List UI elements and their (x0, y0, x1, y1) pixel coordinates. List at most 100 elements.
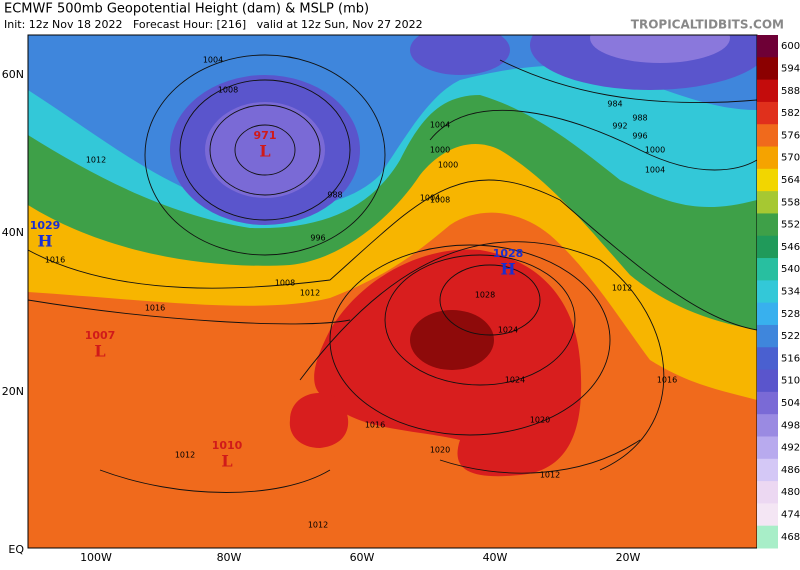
colorbar-swatch (757, 324, 778, 348)
lat-label: EQ (8, 543, 24, 556)
red-carib (289, 392, 349, 448)
colorbar-swatch (757, 347, 778, 371)
isobar-label: 1008 (218, 86, 238, 95)
lat-label: 40N (2, 226, 24, 239)
lat-label: 20N (2, 385, 24, 398)
isobars (28, 54, 757, 493)
colorbar-swatch (757, 35, 778, 58)
colorbar-label: 576 (781, 130, 800, 141)
site-name: TROPICALTIDBITS.COM (631, 18, 784, 32)
isobar-label: 1004 (203, 56, 223, 65)
colorbar-swatch (757, 525, 778, 549)
isobar-label: 1020 (430, 446, 450, 455)
center-value: 1007 (85, 329, 116, 342)
center-letter: L (94, 342, 105, 361)
isobar-label: 1012 (175, 451, 195, 460)
colorbar-swatch (757, 458, 778, 482)
center-value: 1029 (30, 219, 61, 232)
colorbar-swatch (757, 436, 778, 460)
colorbar-swatch (757, 124, 778, 148)
colorbar-swatch (757, 191, 778, 214)
center-value: 971 (254, 129, 277, 142)
lon-label: 40W (483, 551, 508, 564)
isobar-label: 992 (612, 122, 627, 131)
isobar-label: 1024 (505, 376, 525, 385)
colorbar-label: 498 (781, 420, 800, 431)
title: ECMWF 500mb Geopotential Height (dam) & … (4, 2, 369, 17)
red-core (410, 310, 494, 370)
isobar-label: 1016 (657, 376, 677, 385)
colorbar-label: 546 (781, 242, 800, 253)
colorbar-swatch (757, 146, 778, 170)
isobar-label: 1004 (430, 121, 450, 130)
isobar-label: 988 (327, 191, 342, 200)
low-n (410, 35, 510, 75)
isobar-label: 1004 (420, 194, 440, 203)
colorbar-swatch (757, 369, 778, 393)
isobar-label: 1028 (475, 291, 495, 300)
colorbar-swatch (757, 57, 778, 81)
isobar-label: 1000 (430, 146, 450, 155)
isobar-label: 1016 (365, 421, 385, 430)
low-ne-inner (590, 35, 730, 63)
isobar-label: 996 (310, 234, 325, 243)
colorbar-label: 594 (781, 63, 800, 74)
colorbar-label: 552 (781, 220, 800, 231)
isobar-label: 1000 (645, 146, 665, 155)
colorbar-swatch (757, 258, 778, 281)
isobar-label: 1020 (530, 416, 550, 425)
colorbar-swatch (757, 213, 778, 237)
isobar-label: 1012 (612, 284, 632, 293)
lon-label: 80W (217, 551, 242, 564)
map (28, 35, 757, 548)
isobar-label: 1008 (275, 279, 295, 288)
isobar-label: 1008 (430, 196, 450, 205)
isobar-label: 1004 (645, 166, 665, 175)
isobar-label: 1016 (45, 256, 65, 265)
center-letter: H (37, 232, 52, 251)
isobar-label: 996 (632, 132, 647, 141)
colorbar-label: 486 (781, 465, 800, 476)
colorbar-label: 588 (781, 86, 800, 97)
colorbar-label: 480 (781, 487, 800, 498)
colorbar-label: 570 (781, 153, 800, 164)
colorbar-label: 534 (781, 287, 800, 298)
center-letter: L (221, 452, 232, 471)
center-value: 1028 (493, 247, 524, 260)
colorbar-swatch (757, 302, 778, 326)
colorbar-label: 504 (781, 398, 800, 409)
colorbar-label: 582 (781, 108, 800, 119)
colorbar-label: 492 (781, 443, 800, 454)
isobar-label: 984 (607, 100, 622, 109)
colorbar-label: 474 (781, 510, 800, 521)
isobar-label: 1012 (540, 471, 560, 480)
colorbar-label: 468 (781, 532, 800, 543)
isobar-label: 1024 (498, 326, 518, 335)
lat-label: 60N (2, 68, 24, 81)
colorbar-swatch (757, 168, 778, 192)
subtitle: Init: 12z Nov 18 2022 Forecast Hour: [21… (4, 18, 423, 31)
colorbar-label: 564 (781, 175, 800, 186)
lon-label: 60W (350, 551, 375, 564)
lon-label: 100W (80, 551, 112, 564)
lon-label: 20W (616, 551, 641, 564)
colorbar-label: 528 (781, 309, 800, 320)
isobar-label: 1012 (308, 521, 328, 530)
colorbar-swatch (757, 391, 778, 415)
colorbar-swatch (757, 280, 778, 304)
colorbar-label: 516 (781, 353, 800, 364)
isobar-label: 1016 (145, 304, 165, 313)
low-inner (205, 102, 325, 198)
isobar-label: 1012 (86, 156, 106, 165)
isobar-label: 1000 (438, 161, 458, 170)
colorbar-swatch (757, 235, 778, 259)
isobar-label: 1012 (300, 289, 320, 298)
colorbar-swatch (757, 414, 778, 437)
center-letter: L (259, 142, 270, 161)
colorbar-swatch (757, 79, 778, 103)
colorbar-label: 510 (781, 376, 800, 387)
colorbar-swatch (757, 101, 778, 125)
colorbar-label: 522 (781, 331, 800, 342)
isobar-label: 988 (632, 114, 647, 123)
colorbar-swatch (757, 503, 778, 527)
